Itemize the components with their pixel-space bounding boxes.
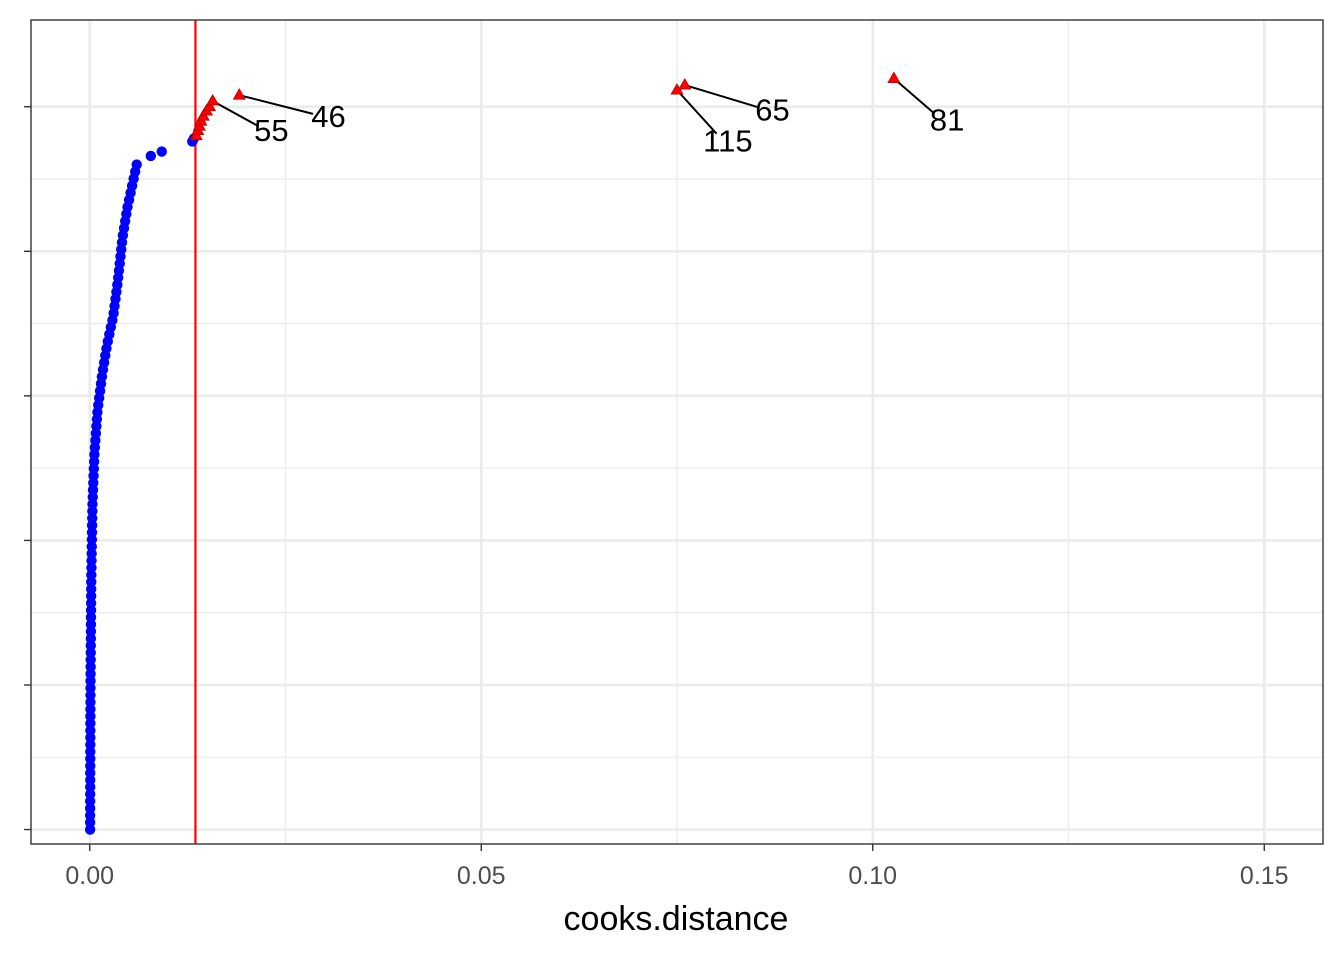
x-tick-label: 0.15: [1240, 862, 1289, 890]
influential-point: [887, 71, 901, 83]
leader-line: [676, 89, 718, 135]
point-label-46: 46: [311, 99, 345, 134]
data-point: [131, 159, 142, 170]
normal-points: [84, 133, 200, 835]
x-tick-label: 0.00: [65, 862, 114, 890]
leader-line: [893, 77, 936, 115]
point-label-55: 55: [254, 113, 288, 148]
x-tick-label: 0.10: [848, 862, 897, 890]
leader-line: [239, 94, 314, 115]
point-label-115: 115: [703, 124, 752, 159]
influential-point: [202, 99, 217, 112]
major-gridlines: [31, 20, 1323, 844]
influential-point: [678, 78, 692, 90]
x-axis-title: cooks.distance: [564, 900, 789, 938]
x-tick-label: 0.05: [457, 862, 506, 890]
x-axis-tick-labels: 0.00 0.05 0.10 0.15: [65, 862, 1288, 890]
point-label-65: 65: [755, 93, 789, 128]
influential-point: [232, 88, 246, 100]
x-axis-ticks: [24, 106, 1265, 851]
panel-border: [30, 19, 1324, 845]
influential-points: [189, 71, 901, 141]
data-point: [156, 146, 167, 157]
label-leader-lines: [212, 77, 936, 135]
minor-gridlines: [31, 20, 1323, 844]
leader-line: [212, 100, 258, 127]
point-label-81: 81: [930, 103, 964, 138]
influential-point: [206, 93, 220, 106]
data-point: [145, 150, 157, 162]
leader-line: [684, 84, 758, 108]
